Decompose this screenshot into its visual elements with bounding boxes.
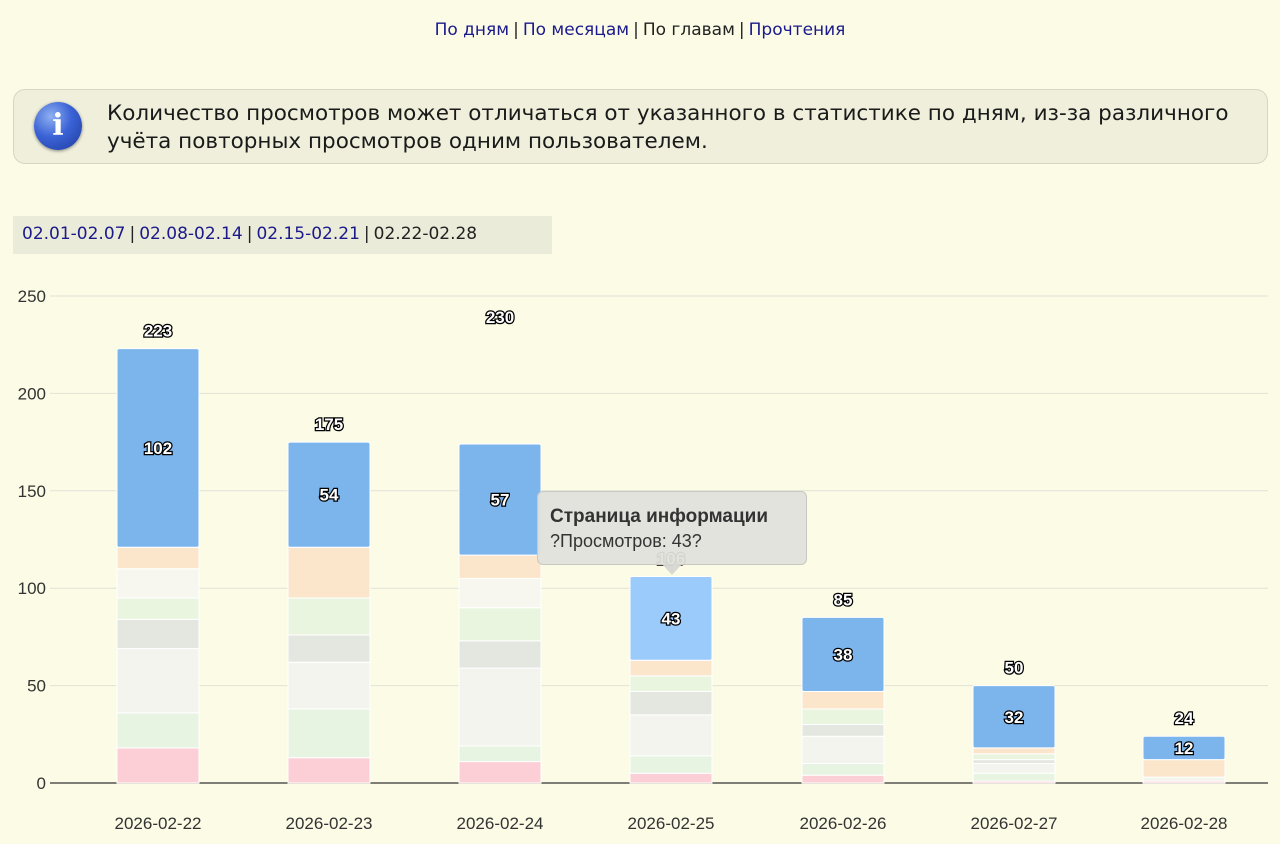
bar-total-label: 230 (486, 308, 514, 327)
view-mode-item-3[interactable]: Прочтения (748, 20, 846, 40)
week-range-separator: | (363, 224, 370, 244)
x-tick-label: 2026-02-27 (971, 814, 1058, 833)
bar-segment (972, 772, 1056, 782)
bar-segment (972, 747, 1056, 755)
bar-segment (287, 597, 371, 636)
week-range-item-2[interactable]: 02.15-02.21 (256, 224, 360, 244)
y-tick-label: 100 (18, 579, 46, 598)
y-tick-label: 200 (18, 384, 46, 403)
bar-segment-label: 32 (1005, 708, 1024, 727)
y-tick-label: 0 (37, 774, 46, 793)
view-mode-item-0[interactable]: По дням (434, 20, 510, 40)
bar-segment (287, 546, 371, 599)
bar-segment-label: 54 (320, 486, 339, 505)
x-tick-label: 2026-02-23 (286, 814, 373, 833)
view-mode-nav: По дням | По месяцам | По главам | Прочтения (0, 20, 1280, 40)
bar-segment (801, 724, 885, 737)
bar-segment (629, 714, 713, 757)
bar-segment (287, 757, 371, 784)
bar-segment-label: 102 (144, 439, 172, 458)
tooltip-arrow (662, 564, 682, 575)
bar-segment (801, 690, 885, 710)
info-notice-text: Количество просмотров может отличаться о… (107, 101, 1229, 154)
bar-segment (116, 712, 200, 749)
bar-segment (629, 772, 713, 784)
bar-segment (801, 774, 885, 784)
bar-segment (801, 735, 885, 765)
bar-top-segment (972, 685, 1056, 749)
views-by-chapter-chart: 0 50 100 150 200 250 102 223 2026-02-22 54 175 2026… (18, 287, 1268, 833)
bar-segment (458, 554, 542, 579)
bar-segment (116, 568, 200, 599)
tooltip-title: Страница информации (550, 506, 769, 527)
y-tick-label: 50 (27, 677, 46, 696)
bar-segment (1142, 759, 1226, 778)
bar-segment (458, 577, 542, 609)
bar-total-label: 175 (315, 415, 343, 434)
bar-segment (629, 675, 713, 692)
y-tick-label: 250 (18, 287, 46, 306)
bar-segment (116, 618, 200, 650)
bar-top-segment (801, 616, 885, 692)
bar-segment (972, 759, 1056, 765)
x-tick-label: 2026-02-25 (628, 814, 715, 833)
x-tick-label: 2026-02-26 (800, 814, 887, 833)
bar-segment (458, 745, 542, 763)
bar-segment (287, 634, 371, 663)
bar-segment (458, 667, 542, 747)
view-mode-item-1[interactable]: По месяцам (522, 20, 630, 40)
y-tick-label: 150 (18, 482, 46, 501)
bar-top-segment (629, 576, 713, 661)
bar-segment (629, 755, 713, 774)
bar-segment (972, 753, 1056, 761)
bar-segment (972, 763, 1056, 774)
week-range-item-0[interactable]: 02.01-02.07 (22, 224, 126, 244)
bar-segment-label: 43 (662, 609, 681, 628)
tooltip-body: ?Просмотров: 43? (550, 531, 702, 551)
view-mode-separator: | (513, 20, 519, 40)
view-mode-separator: | (738, 20, 745, 40)
bar-segment (116, 747, 200, 784)
week-range-item-1[interactable]: 02.08-02.14 (139, 224, 243, 244)
bar-total-label: 223 (144, 322, 172, 341)
view-mode-separator: | (633, 20, 639, 40)
bar-segment (287, 708, 371, 759)
bar-total-label: 24 (1175, 709, 1194, 728)
view-mode-item-2: По главам (642, 20, 735, 40)
week-range-item-3: 02.22-02.28 (373, 224, 478, 244)
bar-segment (458, 761, 542, 784)
bar-segment (116, 546, 200, 570)
x-tick-label: 2026-02-22 (115, 814, 202, 833)
week-range-separator: | (129, 224, 136, 244)
bar-top-segment (1142, 735, 1226, 761)
bar-segment (1142, 776, 1226, 782)
bar-segment (801, 763, 885, 776)
bar-segment-label: 38 (834, 645, 853, 664)
bar-top-segment (116, 348, 200, 548)
x-tick-label: 2026-02-24 (457, 814, 544, 833)
chart-tooltip: Страница информации ?Просмотров: 43? (537, 491, 807, 575)
info-icon: i (34, 102, 82, 150)
bar-top-segment (287, 441, 371, 548)
bar-total-label: 85 (834, 590, 853, 609)
week-range-nav: 02.01-02.07 | 02.08-02.14 | 02.15-02.21 | 02.2… (13, 216, 552, 254)
bar-segment (116, 648, 200, 714)
bar-segment (458, 607, 542, 642)
bar-segment (629, 690, 713, 716)
bar-total-label: 50 (1005, 659, 1024, 678)
bar-segment-label: 12 (1175, 739, 1194, 758)
bar-segment (116, 597, 200, 620)
bar-segment (287, 661, 371, 710)
bar-segment (458, 640, 542, 669)
x-tick-label: 2026-02-28 (1141, 814, 1228, 833)
week-range-separator: | (246, 224, 253, 244)
bar-segment-label: 57 (491, 491, 510, 510)
bar-segment (801, 708, 885, 726)
bar-segment (629, 659, 713, 677)
info-notice: i Количество просмотров может отличаться… (13, 89, 1268, 164)
